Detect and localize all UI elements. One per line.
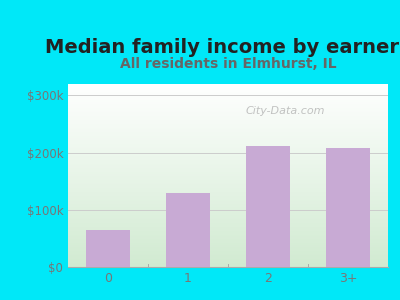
- Bar: [166, 193, 210, 267]
- Bar: [86, 230, 130, 267]
- Title: Median family income by earners: Median family income by earners: [45, 38, 400, 57]
- Text: City-Data.com: City-Data.com: [246, 106, 325, 116]
- Bar: [246, 146, 290, 267]
- Text: All residents in Elmhurst, IL: All residents in Elmhurst, IL: [120, 57, 336, 71]
- Bar: [326, 148, 370, 267]
